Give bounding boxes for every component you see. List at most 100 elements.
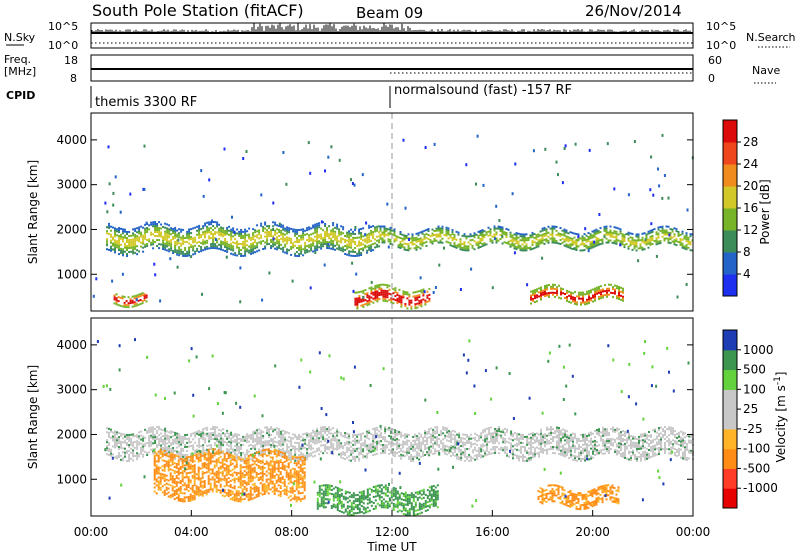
heatmap-cell	[316, 232, 319, 235]
heatmap-cell	[128, 460, 131, 462]
heatmap-cell	[594, 435, 596, 438]
heatmap-cell	[312, 226, 315, 229]
heatmap-cell	[486, 439, 489, 442]
heatmap-cell	[592, 456, 594, 459]
heatmap-cell	[194, 226, 197, 229]
heatmap-cell	[368, 451, 371, 454]
heatmap-cell	[659, 240, 662, 243]
heatmap-cell	[416, 306, 419, 309]
heatmap-cell	[310, 434, 313, 437]
heatmap-cell	[344, 454, 347, 456]
heatmap-cell	[644, 454, 646, 457]
heatmap-cell	[118, 241, 120, 244]
heatmap-cell	[667, 237, 670, 240]
heatmap-cell	[411, 237, 414, 240]
heatmap-cell	[379, 235, 382, 238]
heatmap-cell	[170, 436, 173, 439]
heatmap-cell	[320, 434, 323, 437]
heatmap-cell	[220, 447, 223, 450]
heatmap-cell	[555, 241, 558, 244]
heatmap-cell	[580, 301, 582, 304]
heatmap-cell	[507, 240, 510, 243]
heatmap-cell	[390, 427, 393, 430]
heatmap-cell	[586, 443, 588, 445]
heatmap-cell	[530, 302, 532, 305]
heatmap-cell	[278, 430, 281, 432]
heatmap-cell	[180, 250, 183, 253]
heatmap-cell	[401, 233, 404, 236]
heatmap-cell	[238, 447, 241, 450]
heatmap-cell	[194, 441, 197, 444]
heatmap-cell	[604, 434, 606, 437]
heatmap-cell	[186, 437, 189, 440]
heatmap-cell	[486, 427, 489, 430]
heatmap-cell	[456, 433, 459, 436]
heatmap-cell	[286, 449, 289, 452]
heatmap-cell	[439, 233, 442, 236]
heatmap-cell	[493, 225, 496, 228]
heatmap-cell	[374, 293, 377, 295]
heatmap-cell	[436, 428, 439, 431]
heatmap-cell	[274, 436, 277, 439]
heatmap-cell	[423, 233, 426, 236]
heatmap-cell	[455, 246, 458, 249]
heatmap-cell	[208, 432, 211, 435]
heatmap-cell	[117, 304, 120, 307]
heatmap-cell	[638, 445, 640, 448]
heatmap-cell	[633, 245, 636, 248]
heatmap-cell	[384, 440, 387, 443]
heatmap-cell	[278, 428, 281, 430]
heatmap-cell	[316, 449, 319, 452]
heatmap-cell	[172, 250, 175, 252]
heatmap-cell	[130, 451, 133, 454]
heatmap-cell	[591, 242, 594, 245]
heatmap-cell	[320, 428, 323, 431]
heatmap-cell	[441, 229, 444, 232]
heatmap-cell	[594, 287, 596, 290]
heatmap-cell	[350, 254, 353, 257]
heatmap-cell	[358, 447, 361, 450]
heatmap-cell	[500, 446, 503, 449]
heatmap-cell	[338, 445, 341, 448]
heatmap-cell	[298, 239, 301, 241]
heatmap-cell	[418, 458, 421, 461]
heatmap-cell	[169, 257, 172, 261]
heatmap-cell	[218, 227, 221, 230]
heatmap-cell	[164, 447, 167, 450]
heatmap-cell	[469, 233, 472, 236]
heatmap-cell	[352, 447, 355, 450]
heatmap-cell	[611, 231, 614, 234]
heatmap-cell	[184, 454, 187, 456]
heatmap-cell	[230, 244, 233, 247]
heatmap-cell	[546, 288, 548, 291]
heatmap-cell	[278, 448, 281, 450]
heatmap-cell	[506, 454, 509, 457]
heatmap-cell	[106, 439, 108, 442]
heatmap-cell	[616, 453, 618, 456]
heatmap-cell	[654, 444, 656, 447]
heatmap-cell	[252, 244, 255, 247]
heatmap-cell	[421, 238, 424, 241]
heatmap-cell	[258, 442, 261, 445]
heatmap-cell	[240, 460, 243, 462]
heatmap-cell	[332, 447, 335, 450]
heatmap-cell	[451, 237, 454, 240]
heatmap-cell	[392, 438, 395, 441]
heatmap-cell	[362, 444, 365, 447]
heatmap-cell	[220, 437, 223, 440]
heatmap-cell	[479, 230, 482, 232]
heatmap-cell	[602, 434, 604, 437]
heatmap-cell	[584, 435, 586, 438]
heatmap-cell	[354, 243, 357, 245]
heatmap-cell	[328, 428, 331, 431]
heatmap-cell	[264, 245, 267, 248]
heatmap-cell	[282, 236, 285, 239]
heatmap-cell	[444, 450, 447, 453]
heatmap-cell	[496, 440, 499, 442]
heatmap-cell	[432, 436, 435, 439]
heatmap-cell	[302, 234, 305, 237]
heatmap-cell	[338, 441, 341, 444]
heatmap-cell	[254, 432, 257, 435]
heatmap-cell	[460, 439, 463, 441]
heatmap-cell	[374, 246, 377, 249]
